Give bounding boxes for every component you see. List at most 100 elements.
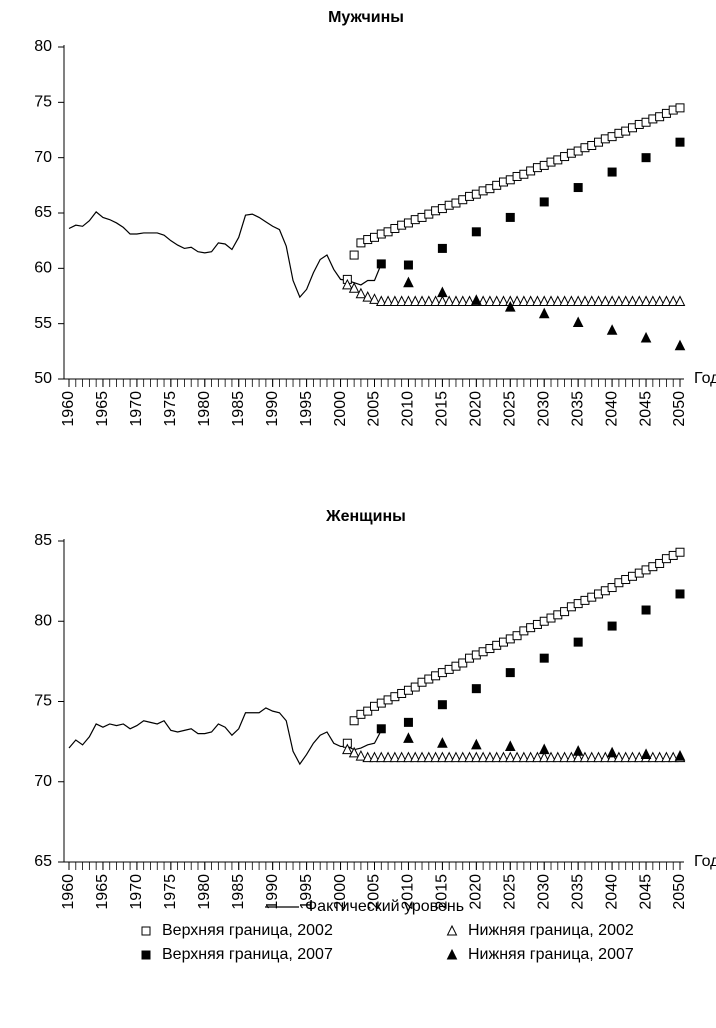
marker	[627, 295, 638, 307]
x-axis-label: Годы	[694, 370, 716, 387]
marker	[654, 751, 665, 763]
marker	[409, 295, 421, 307]
marker	[423, 751, 435, 763]
marker	[369, 751, 380, 763]
marker	[579, 751, 591, 763]
marker	[505, 212, 515, 222]
marker	[538, 743, 550, 755]
marker	[654, 295, 665, 307]
marker	[505, 668, 515, 678]
x-axis-label: Годы	[694, 853, 716, 870]
marker	[539, 197, 549, 207]
marker	[552, 751, 564, 763]
marker	[450, 295, 462, 307]
marker	[484, 295, 496, 307]
marker	[607, 621, 617, 631]
legend-label: Верхняя граница, 2002	[162, 922, 333, 939]
y-tick-label: 55	[34, 315, 52, 332]
marker	[640, 295, 652, 307]
marker	[633, 295, 645, 307]
marker	[572, 751, 584, 763]
marker	[396, 751, 407, 763]
legend-label: Нижняя граница, 2002	[468, 922, 634, 939]
marker	[362, 290, 374, 302]
legend-marker	[446, 924, 458, 936]
x-tick-label: 1980	[196, 874, 213, 910]
x-tick-label: 1980	[196, 391, 213, 427]
marker	[667, 295, 679, 307]
marker	[375, 751, 387, 763]
marker	[620, 295, 631, 307]
y-tick-label: 60	[34, 260, 52, 277]
marker	[511, 751, 523, 763]
marker	[538, 295, 550, 307]
marker	[450, 751, 462, 763]
marker	[518, 295, 530, 307]
x-tick-label: 2045	[637, 391, 654, 427]
marker	[375, 295, 387, 307]
x-tick-label: 1975	[162, 874, 179, 910]
marker	[607, 167, 617, 177]
x-tick-label: 2010	[400, 391, 417, 427]
legend-marker	[141, 926, 151, 936]
marker	[674, 295, 686, 307]
marker	[437, 286, 448, 298]
x-tick-label: 2015	[434, 874, 451, 910]
marker	[403, 732, 414, 743]
marker	[641, 605, 651, 615]
x-tick-label: 2010	[400, 874, 417, 910]
x-tick-label: 2030	[535, 391, 552, 427]
x-tick-label: 1985	[230, 874, 247, 910]
x-tick-label: 2020	[468, 874, 485, 910]
x-tick-label: 2050	[671, 874, 688, 910]
x-tick-label: 1990	[264, 874, 281, 910]
marker	[613, 295, 625, 307]
marker	[430, 295, 441, 307]
marker	[661, 751, 672, 763]
marker	[363, 706, 373, 716]
marker	[586, 295, 598, 307]
marker	[416, 295, 428, 307]
x-tick-label: 2040	[603, 874, 620, 910]
marker	[342, 278, 353, 290]
marker	[545, 295, 557, 307]
chart-title: Мужчины	[328, 9, 404, 26]
marker	[525, 751, 536, 763]
marker	[539, 653, 549, 663]
marker	[525, 295, 536, 307]
marker	[600, 295, 611, 307]
x-tick-label: 2005	[366, 874, 383, 910]
chart-title: Женщины	[325, 508, 406, 525]
x-tick-label: 1995	[298, 391, 315, 427]
x-tick-label: 2030	[535, 874, 552, 910]
y-tick-label: 70	[34, 149, 52, 166]
marker	[409, 751, 421, 763]
marker	[532, 751, 543, 763]
marker	[396, 295, 407, 307]
x-tick-label: 2000	[332, 874, 349, 910]
marker	[416, 751, 428, 763]
x-tick-label: 2040	[603, 391, 620, 427]
y-tick-label: 70	[34, 773, 52, 790]
marker	[647, 295, 659, 307]
marker	[655, 558, 665, 568]
marker	[606, 295, 618, 307]
marker	[572, 316, 584, 328]
marker	[640, 331, 652, 343]
marker	[593, 751, 604, 763]
marker	[498, 295, 509, 307]
x-tick-label: 1995	[298, 874, 315, 910]
legend-label: Верхняя граница, 2007	[162, 946, 333, 963]
marker	[498, 751, 509, 763]
x-tick-label: 2035	[569, 874, 586, 910]
marker	[437, 700, 447, 710]
marker	[382, 751, 394, 763]
y-tick-label: 50	[34, 370, 52, 387]
y-tick-label: 80	[34, 612, 52, 629]
marker	[437, 243, 447, 253]
marker	[586, 751, 598, 763]
actual-line	[68, 211, 382, 299]
marker	[552, 295, 564, 307]
marker	[471, 751, 482, 763]
actual-line	[68, 707, 382, 766]
